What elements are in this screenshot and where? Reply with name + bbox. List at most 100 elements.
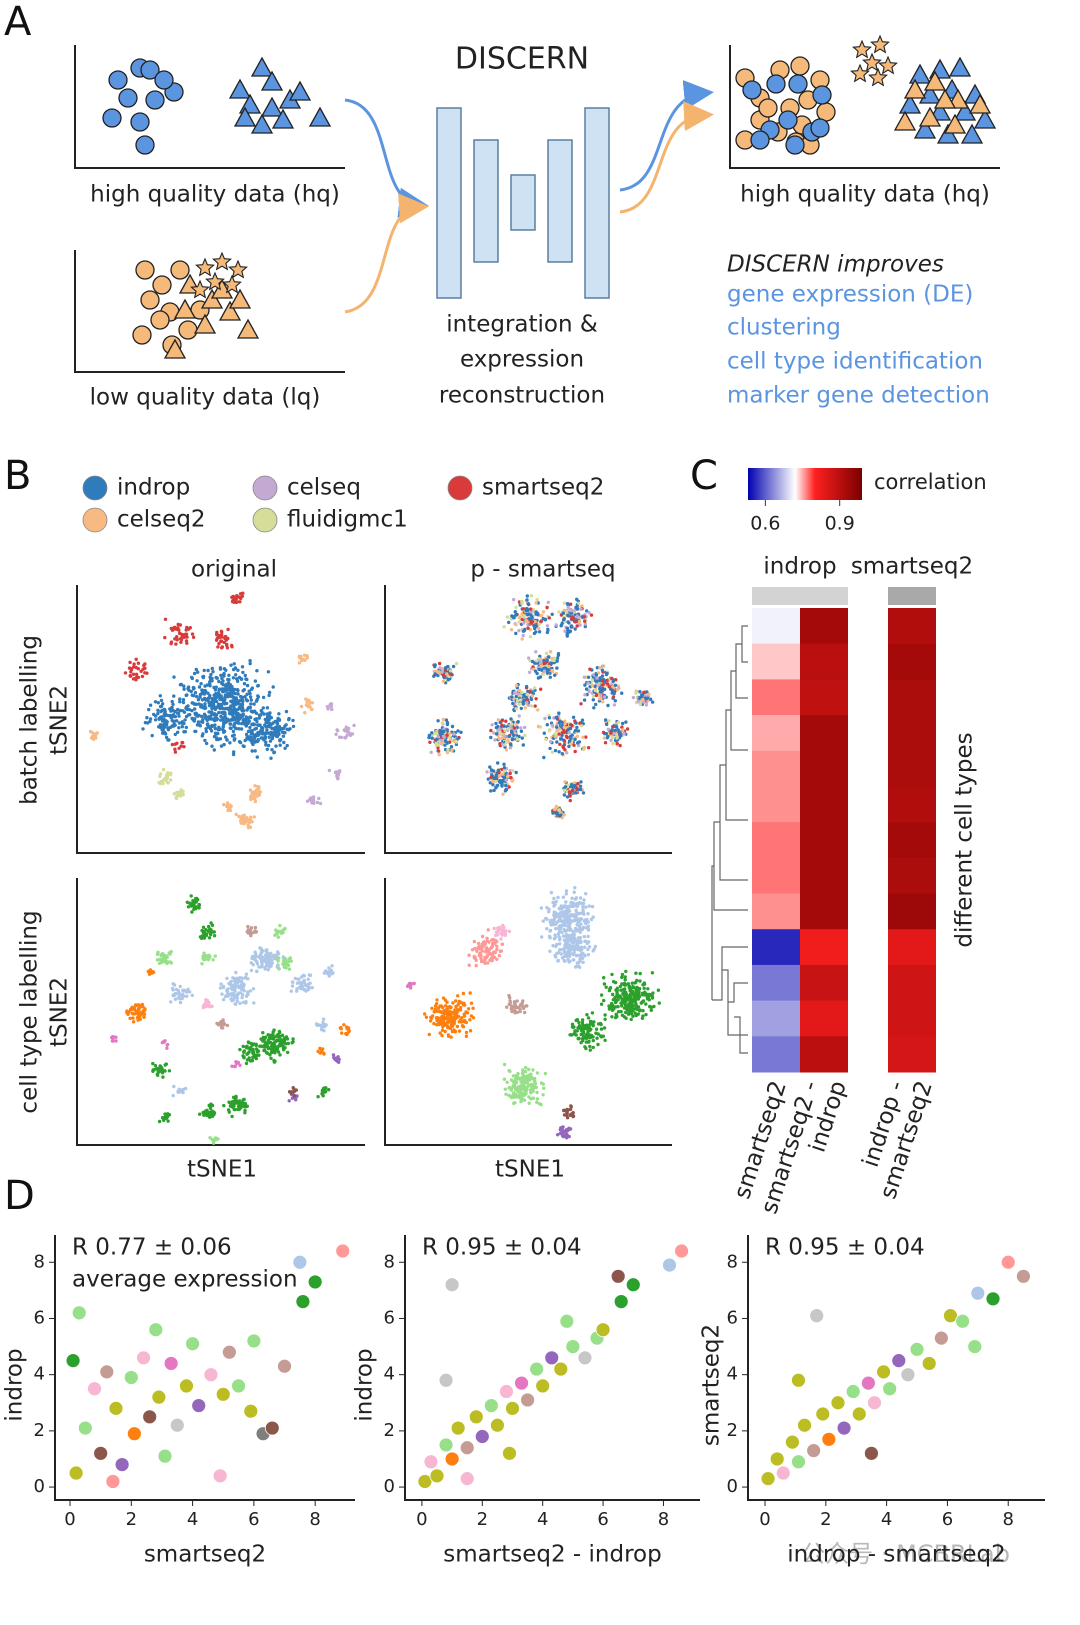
tsne-point bbox=[568, 904, 572, 909]
point bbox=[565, 1339, 581, 1354]
tsne-point bbox=[581, 735, 585, 739]
heatmap-cell bbox=[800, 893, 848, 930]
tsne-point bbox=[337, 770, 342, 774]
tsne-point bbox=[494, 773, 498, 778]
tsne-point bbox=[509, 775, 513, 780]
tsne-point bbox=[568, 928, 572, 932]
tsne-point bbox=[240, 979, 244, 984]
group-label: smartseq2 bbox=[851, 554, 973, 580]
tsne-point bbox=[578, 896, 583, 900]
tsne-point bbox=[249, 735, 253, 740]
tsne-point bbox=[525, 1080, 529, 1085]
tsne-point bbox=[575, 953, 579, 958]
tsne-point bbox=[542, 731, 546, 735]
tsne-point bbox=[558, 924, 562, 928]
tsne-point bbox=[210, 1004, 214, 1008]
tsne-point bbox=[228, 1104, 233, 1108]
tsne-point bbox=[132, 662, 136, 666]
tsne-point bbox=[474, 963, 478, 968]
tsne-point bbox=[238, 592, 243, 596]
tsne-point bbox=[244, 1045, 248, 1049]
point bbox=[295, 1294, 311, 1310]
tsne-point bbox=[611, 725, 615, 729]
legend-marker bbox=[82, 475, 108, 501]
point bbox=[212, 1468, 228, 1484]
tsne-point bbox=[491, 783, 495, 787]
point bbox=[662, 1257, 677, 1273]
tsne-point bbox=[210, 666, 214, 671]
point bbox=[438, 1437, 454, 1453]
tsne-point bbox=[183, 1086, 188, 1091]
tsne-point bbox=[502, 762, 506, 766]
tsne-point bbox=[614, 1005, 618, 1009]
tsne-point bbox=[556, 652, 561, 656]
tsne-point bbox=[219, 702, 223, 707]
point bbox=[535, 1378, 551, 1394]
tsne-point bbox=[534, 601, 538, 605]
tsne-point bbox=[449, 672, 453, 677]
tsne-point bbox=[277, 725, 282, 729]
tsne-point bbox=[219, 1019, 224, 1024]
tsne-point bbox=[433, 1007, 438, 1011]
tsne-point bbox=[237, 1107, 241, 1112]
tsne-point bbox=[165, 780, 169, 785]
tsne-point bbox=[264, 725, 268, 729]
tsne-point bbox=[557, 610, 561, 614]
tsne-point bbox=[589, 917, 594, 922]
tsne-point bbox=[200, 928, 204, 933]
tsne-point bbox=[527, 1101, 531, 1105]
tsne-point bbox=[267, 1033, 271, 1037]
tsne-point bbox=[136, 661, 141, 665]
tsne-point bbox=[583, 693, 587, 697]
tsne-point bbox=[567, 909, 572, 913]
tsne-point bbox=[234, 673, 238, 677]
tsne-point bbox=[177, 721, 182, 725]
glyph bbox=[205, 271, 225, 291]
tsne-point bbox=[623, 975, 627, 979]
tsne-point bbox=[563, 929, 567, 933]
tsne-point bbox=[266, 743, 271, 748]
tsne-point bbox=[195, 694, 199, 699]
tsne-point bbox=[254, 726, 259, 731]
tsne-point bbox=[559, 948, 563, 952]
tsne-point bbox=[500, 719, 504, 723]
tsne-point bbox=[282, 740, 286, 745]
tsne-point bbox=[231, 667, 236, 672]
tsne-point bbox=[535, 1097, 540, 1101]
tsne-point bbox=[237, 713, 242, 717]
tsne-point bbox=[518, 698, 523, 702]
tsne-point bbox=[142, 1012, 147, 1016]
tsne-point bbox=[549, 740, 553, 744]
tsne-point bbox=[224, 735, 228, 739]
tsne-point bbox=[262, 959, 267, 963]
tsne-point bbox=[165, 774, 169, 778]
tsne-point bbox=[513, 690, 517, 695]
x-tick-label: 2 bbox=[126, 1509, 137, 1530]
tsne-point bbox=[595, 676, 599, 680]
tsne-point bbox=[243, 1105, 248, 1109]
tsne-point bbox=[499, 949, 503, 953]
tsne-point bbox=[261, 1031, 265, 1035]
tsne-point bbox=[591, 1023, 595, 1027]
tsne-point bbox=[531, 1087, 535, 1092]
tsne-point bbox=[194, 711, 198, 715]
tsne-point bbox=[561, 895, 566, 899]
point bbox=[169, 1417, 185, 1433]
tsne-point bbox=[636, 997, 641, 1001]
tsne-point bbox=[243, 695, 247, 699]
dendrogram bbox=[711, 625, 748, 1054]
tsne-point bbox=[518, 1093, 522, 1097]
tsne-point bbox=[245, 737, 249, 741]
tsne-point bbox=[469, 1014, 474, 1018]
tsne-point bbox=[131, 672, 136, 676]
tsne-point bbox=[438, 1031, 442, 1035]
tsne-point bbox=[214, 695, 219, 699]
tsne-point bbox=[581, 791, 586, 795]
x-tick-label: 0 bbox=[64, 1509, 75, 1530]
point bbox=[459, 1440, 475, 1456]
tsne-point bbox=[575, 786, 579, 790]
tsne-point bbox=[502, 776, 507, 780]
colorbar bbox=[748, 468, 862, 500]
tsne-point bbox=[283, 1046, 287, 1050]
tsne-point bbox=[253, 952, 258, 956]
